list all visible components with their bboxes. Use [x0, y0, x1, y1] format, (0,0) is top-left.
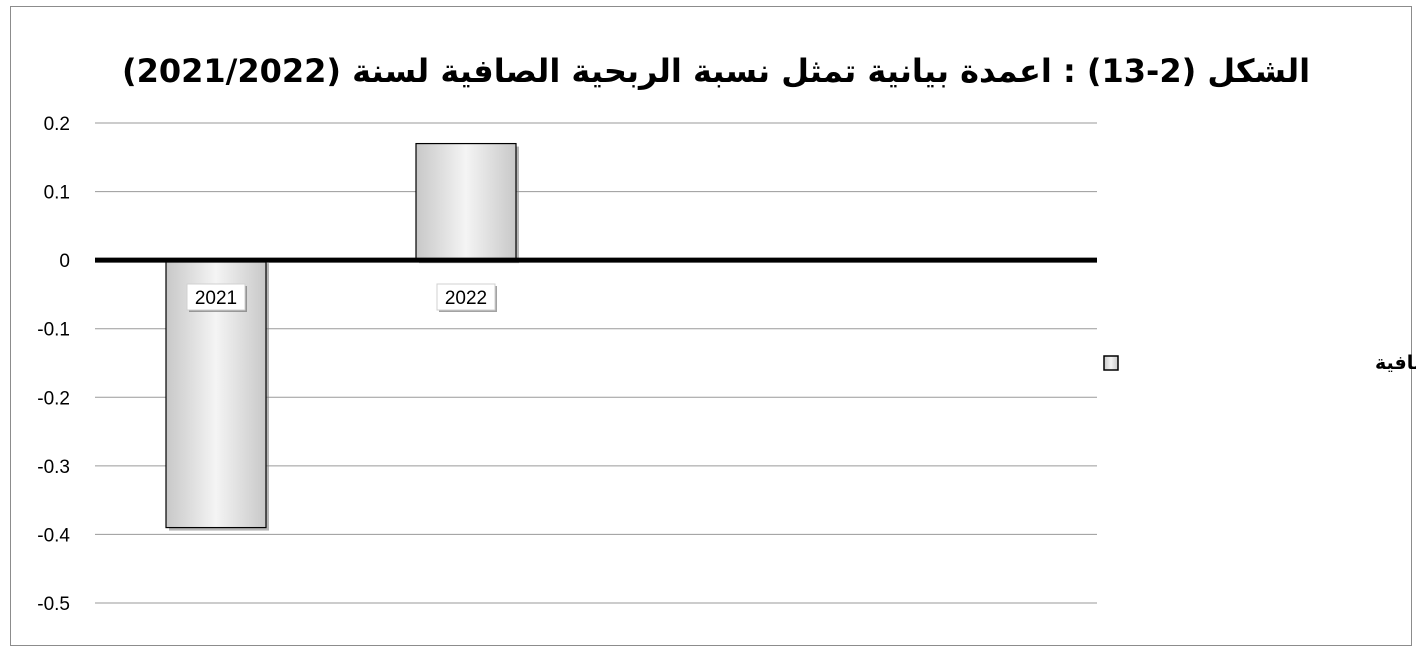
- category-labels: 2021 2022: [186, 283, 497, 312]
- y-tick-label-7: -0.5: [37, 594, 70, 615]
- category-label-box-2021: [186, 283, 246, 311]
- y-tick-label-2: 0: [59, 251, 70, 272]
- y-tick-label-4: -0.2: [37, 388, 70, 409]
- bar-2022: [415, 142, 517, 261]
- category-label-box-2022: [436, 283, 496, 311]
- bars: [165, 142, 519, 531]
- legend-series-name: نسبة الربحية الصافية: [1375, 352, 1416, 374]
- legend: نسبة الربحية الصافية: [1103, 352, 1416, 374]
- net-profitability-bar-chart: الشكل (2-13) : اعمدة بيانية تمثل نسبة ال…: [37, 52, 1416, 615]
- y-axis-tick-labels: 0.2 0.1 0 -0.1 -0.2 -0.3 -0.4 -0.5: [37, 114, 70, 615]
- y-tick-label-0: 0.2: [44, 114, 70, 135]
- y-tick-label-3: -0.1: [37, 320, 70, 341]
- category-label-2022: 2022: [445, 288, 487, 309]
- y-tick-label-6: -0.4: [37, 525, 70, 546]
- chart-title: الشكل (2-13) : اعمدة بيانية تمثل نسبة ال…: [122, 52, 1310, 90]
- y-tick-label-5: -0.3: [37, 457, 70, 478]
- y-tick-label-1: 0.1: [44, 183, 70, 204]
- legend-swatch: [1103, 355, 1119, 371]
- category-label-2021: 2021: [195, 288, 237, 309]
